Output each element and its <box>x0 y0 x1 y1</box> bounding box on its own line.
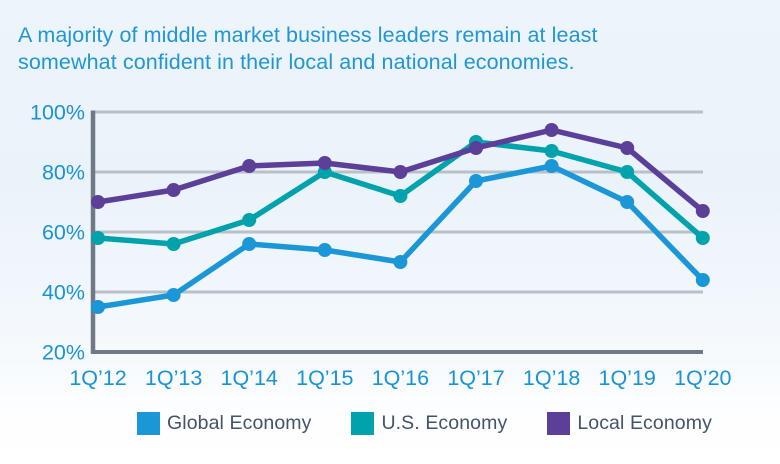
confidence-line-chart: 100% 80% 60% 40% 20%1Q’12 1Q’13 1Q’14 1Q’15 1Q’1… <box>30 101 732 391</box>
data-point-local-economy <box>393 165 408 179</box>
legend-swatch-global-economy <box>137 412 160 435</box>
data-point-u-s-economy <box>393 189 408 203</box>
data-point-global-economy <box>544 159 559 173</box>
page-title: A majority of middle market business lea… <box>18 22 598 76</box>
x-tick-label: 1Q’17 <box>447 366 504 390</box>
data-point-global-economy <box>317 243 332 257</box>
x-tick-label: 1Q’20 <box>674 366 731 390</box>
x-tick-label: 1Q’19 <box>599 366 656 390</box>
x-tick-label: 1Q’16 <box>372 366 429 390</box>
y-tick-label: 80% <box>42 161 85 185</box>
x-tick-label: 1Q’15 <box>296 366 353 390</box>
data-point-global-economy <box>695 273 710 287</box>
y-tick-label: 40% <box>42 281 85 305</box>
data-point-global-economy <box>393 255 408 269</box>
data-point-global-economy <box>91 300 105 314</box>
y-tick-label: 20% <box>42 341 85 365</box>
data-point-u-s-economy <box>544 144 559 158</box>
data-point-local-economy <box>544 123 559 137</box>
x-tick-label: 1Q’14 <box>221 366 278 390</box>
data-point-local-economy <box>91 195 105 209</box>
legend-label-global-economy: Global Economy <box>167 412 312 434</box>
x-tick-label: 1Q’13 <box>145 366 202 390</box>
legend-swatch-local-economy <box>547 412 571 435</box>
chart-legend: Global Economy U.S. Economy Local Econom… <box>137 412 712 435</box>
data-point-local-economy <box>166 183 181 197</box>
data-point-global-economy <box>166 288 181 302</box>
x-tick-label: 1Q’18 <box>523 366 580 390</box>
legend-item-local-economy: Local Economy <box>547 412 712 435</box>
chart-area: 100% 80% 60% 40% 20% 1Q’12 1Q’13 1Q’14 1Q’15 1Q’1… <box>0 95 780 405</box>
data-point-local-economy <box>695 204 710 218</box>
data-point-local-economy <box>242 159 257 173</box>
legend-item-us-economy: U.S. Economy <box>351 412 507 435</box>
data-point-global-economy <box>242 237 257 251</box>
legend-label-us-economy: U.S. Economy <box>381 412 508 434</box>
data-point-u-s-economy <box>242 213 257 227</box>
x-tick-label: 1Q’12 <box>69 366 126 390</box>
data-point-local-economy <box>620 141 635 155</box>
legend-item-global-economy: Global Economy <box>137 412 311 435</box>
data-point-u-s-economy <box>695 231 710 245</box>
data-point-u-s-economy <box>620 165 635 179</box>
data-point-global-economy <box>620 195 635 209</box>
legend-swatch-us-economy <box>351 412 375 435</box>
data-point-u-s-economy <box>166 237 181 251</box>
title-line-1: A majority of middle market business lea… <box>18 23 598 47</box>
data-point-local-economy <box>317 156 332 170</box>
data-point-local-economy <box>469 141 483 155</box>
title-line-2: somewhat confident in their local and na… <box>18 50 575 74</box>
data-point-global-economy <box>469 174 483 188</box>
y-tick-label: 60% <box>42 221 85 245</box>
data-point-u-s-economy <box>91 231 105 245</box>
y-tick-label: 100% <box>30 101 85 125</box>
legend-label-local-economy: Local Economy <box>577 412 712 434</box>
